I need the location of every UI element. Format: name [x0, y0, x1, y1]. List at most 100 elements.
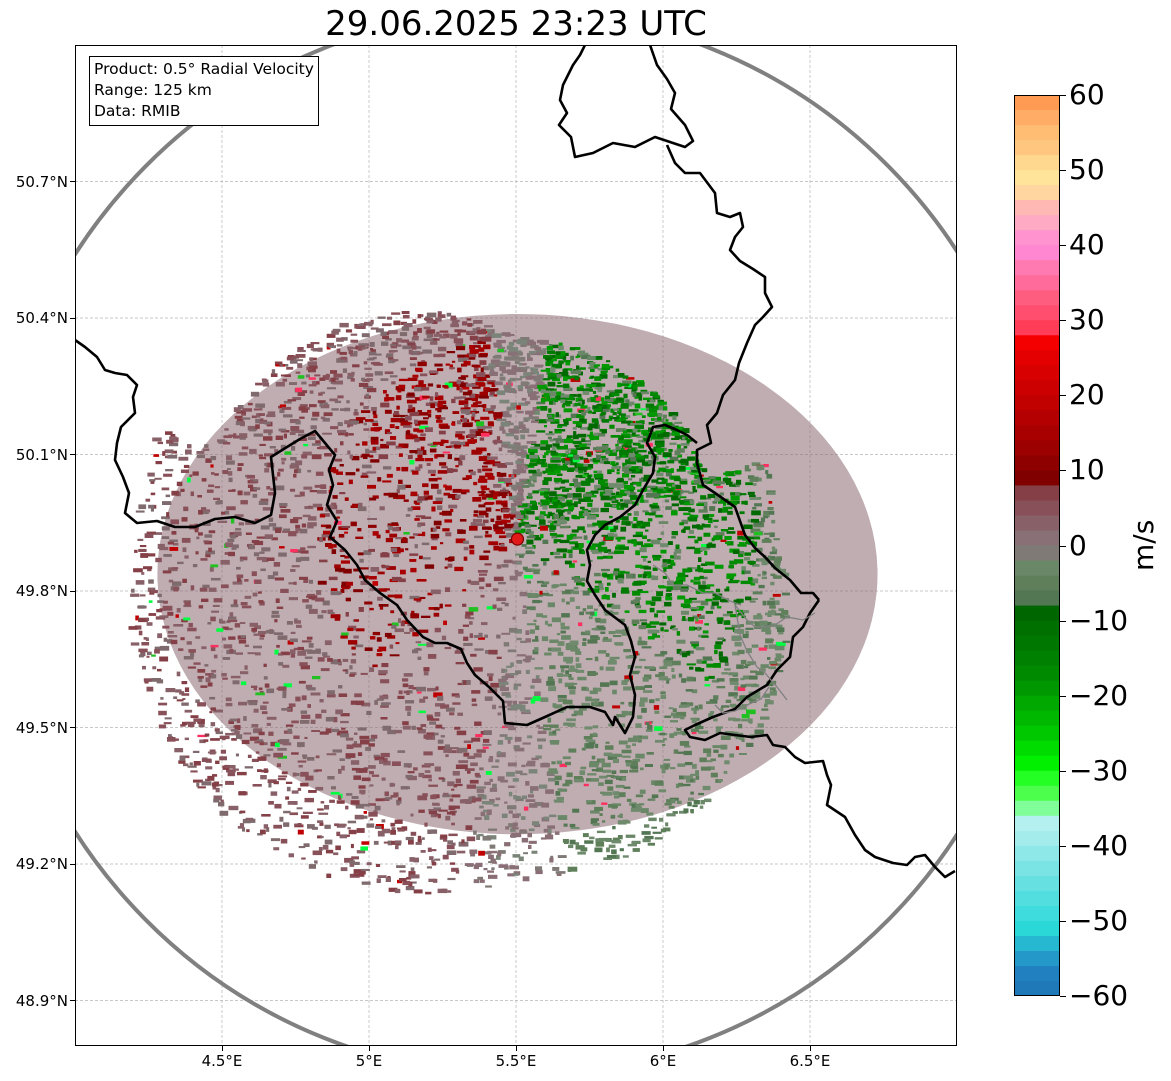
- echo-gate: [636, 380, 645, 384]
- echo-gate: [578, 474, 588, 478]
- echo-gate: [725, 471, 736, 477]
- echo-gate: [296, 624, 302, 628]
- echo-gate: [582, 590, 590, 596]
- echo-gate: [716, 686, 726, 689]
- echo-gate: [769, 597, 775, 600]
- echo-gate: [701, 468, 708, 473]
- echo-gate: [240, 810, 246, 814]
- echo-gate: [344, 497, 349, 501]
- echo-gate: [426, 312, 437, 318]
- echo-gate: [682, 783, 691, 787]
- echo-gate: [771, 609, 775, 615]
- echo-gate: [430, 849, 437, 852]
- echo-gate: [324, 375, 330, 380]
- echo-gate: [251, 540, 260, 544]
- echo-gate: [240, 500, 248, 505]
- echo-gate: [484, 563, 492, 566]
- echo-gate: [316, 590, 322, 595]
- echo-gate: [385, 529, 390, 534]
- echo-gate: [597, 546, 608, 552]
- echo-gate: [343, 568, 352, 574]
- echo-gate: [556, 872, 562, 876]
- echo-gate: [244, 644, 249, 647]
- echo-gate: [241, 446, 249, 450]
- echo-gate: [351, 455, 360, 461]
- echo-gate: [706, 584, 715, 587]
- echo-gate: [557, 698, 567, 702]
- echo-gate: [630, 765, 638, 769]
- echo-gate: [736, 664, 744, 669]
- echo-gate: [486, 812, 492, 815]
- echo-gate: [462, 391, 472, 396]
- echo-gate: [603, 752, 613, 757]
- echo-gate: [182, 578, 187, 583]
- echo-gate: [334, 458, 343, 462]
- echo-gate: [492, 783, 497, 789]
- echo-gate: [210, 464, 214, 468]
- echo-gate: [516, 654, 526, 657]
- echo-gate: [608, 415, 613, 418]
- echo-gate: [270, 838, 281, 842]
- echo-gate: [327, 658, 333, 662]
- echo-gate: [507, 702, 512, 707]
- echo-gate: [260, 705, 267, 710]
- echo-gate: [376, 878, 381, 883]
- echo-gate: [612, 705, 621, 709]
- echo-gate: [658, 676, 668, 681]
- echo-gate: [438, 406, 448, 410]
- echo-gate: [618, 493, 627, 497]
- echo-gate: [318, 392, 323, 396]
- echo-gate: [247, 754, 252, 758]
- echo-gate: [449, 364, 453, 370]
- echo-gate: [568, 677, 574, 680]
- echo-gate: [523, 566, 528, 571]
- echo-gate: [636, 482, 642, 487]
- echo-gate: [476, 372, 486, 377]
- echo-gate: [531, 678, 542, 683]
- echo-gate: [625, 745, 631, 749]
- echo-gate: [601, 410, 606, 415]
- echo-gate: [166, 639, 173, 644]
- echo-gate: [194, 523, 198, 527]
- echo-gate: [473, 342, 481, 345]
- echo-gate: [325, 728, 332, 734]
- echo-gate: [718, 651, 723, 657]
- echo-gate: [455, 341, 463, 347]
- echo-gate: [205, 458, 212, 463]
- echo-gate: [417, 498, 423, 504]
- echo-gate: [317, 400, 326, 404]
- echo-gate: [360, 455, 364, 458]
- echo-gate: [469, 849, 478, 854]
- echo-gate: [459, 764, 468, 769]
- echo-gate: [543, 561, 547, 566]
- echo-gate: [701, 544, 707, 548]
- echo-gate: [473, 753, 482, 758]
- echo-gate: [237, 490, 243, 496]
- echo-gate: [417, 839, 422, 843]
- echo-gate: [480, 594, 485, 598]
- echo-gate: [651, 794, 659, 798]
- echo-gate: [526, 510, 535, 515]
- echo-gate: [696, 503, 704, 506]
- echo-gate: [308, 643, 314, 648]
- echo-gate: [147, 472, 155, 477]
- echo-gate: [540, 584, 547, 587]
- echo-gate: [634, 423, 643, 427]
- echo-gate: [570, 355, 574, 361]
- echo-gate: [486, 493, 495, 498]
- echo-gate: [668, 805, 675, 809]
- echo-gate: [417, 524, 422, 528]
- echo-gate: [444, 587, 451, 592]
- echo-gate: [621, 820, 631, 824]
- echo-gate: [489, 388, 499, 392]
- echo-gate: [164, 717, 172, 720]
- echo-gate: [620, 590, 630, 594]
- echo-gate: [515, 795, 521, 799]
- echo-gate: [565, 779, 573, 785]
- echo-gate: [570, 413, 579, 419]
- echo-gate: [568, 686, 576, 690]
- echo-gate: [465, 354, 469, 358]
- echo-gate: [467, 579, 471, 584]
- echo-gate: [599, 775, 608, 779]
- echo-gate: [181, 537, 191, 543]
